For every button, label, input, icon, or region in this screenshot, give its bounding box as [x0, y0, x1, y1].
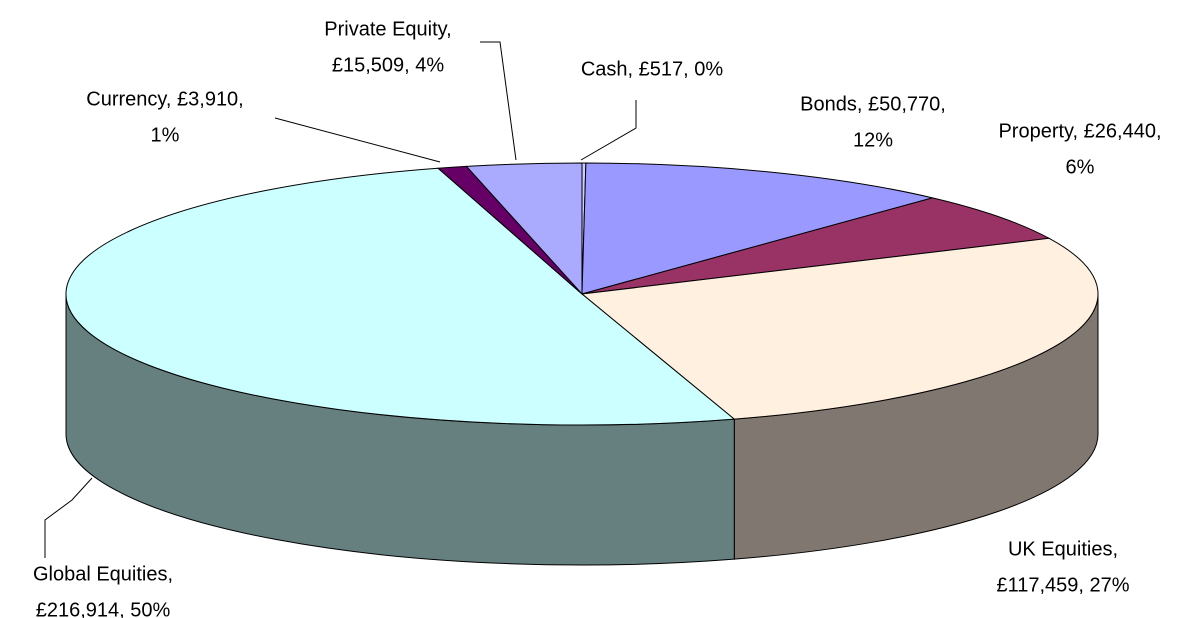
pie-slice [581, 162, 933, 295]
pie-slice [580, 237, 1099, 420]
data-label: 1% [151, 124, 180, 146]
pie-slice [581, 197, 1051, 295]
data-label: Global Equities, [33, 563, 173, 585]
data-label: Bonds, £50,770, [800, 93, 946, 115]
data-label: £15,509, 4% [332, 54, 445, 76]
data-label: Private Equity, [324, 18, 451, 40]
data-label: Currency, £3,910, [86, 88, 244, 110]
leader-line [580, 100, 637, 161]
data-label: UK Equities, [1008, 538, 1118, 560]
data-label: Property, £26,440, [998, 120, 1161, 142]
leader-line [274, 117, 441, 163]
leader-line [480, 41, 517, 161]
leader-line [44, 477, 93, 558]
data-label: 6% [1066, 156, 1095, 178]
data-label: £117,459, 27% [996, 574, 1129, 596]
data-label: Cash, £517, 0% [581, 58, 724, 80]
pie-slice [65, 167, 736, 426]
pie-slice [465, 162, 583, 296]
data-label: £216,914, 50% [36, 599, 171, 618]
data-label: 12% [853, 129, 893, 151]
